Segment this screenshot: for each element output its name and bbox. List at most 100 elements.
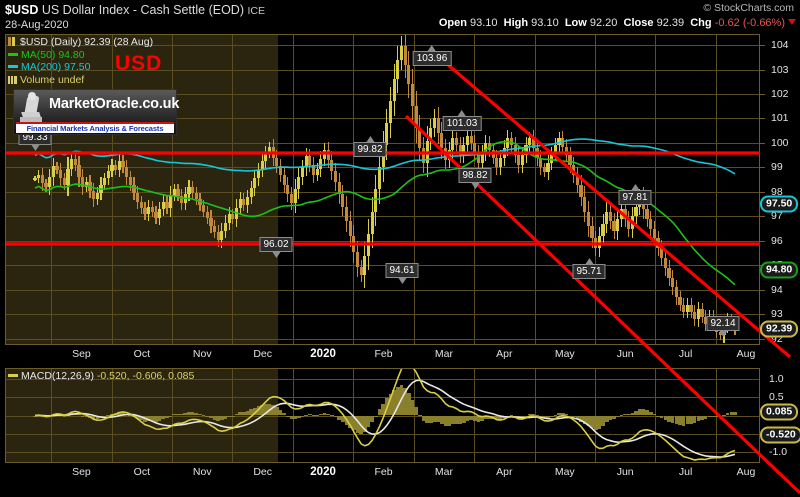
x-axis-month-label: Dec bbox=[253, 348, 272, 360]
annotation-label: 101.03 bbox=[442, 116, 482, 131]
axis-tick bbox=[760, 69, 765, 71]
gridline-v bbox=[715, 34, 717, 345]
macd-x-axis: Sep Oct Nov Dec 2020 Feb Mar Apr May Jun Jul Aug bbox=[5, 464, 760, 482]
macd-histogram-bar bbox=[374, 415, 378, 417]
symbol-description: US Dollar Index - Cash Settle (EOD) bbox=[41, 3, 244, 17]
change-label: Chg bbox=[690, 17, 712, 29]
macd-legend: MACD(12,26,9) -0.520, -0.606, 0.085 bbox=[6, 370, 196, 383]
axis-tick bbox=[760, 167, 765, 169]
candlestick bbox=[410, 69, 415, 122]
low-label: Low bbox=[564, 17, 587, 29]
macd-x-axis-month-label: Aug bbox=[736, 466, 756, 478]
annotation-label: 94.61 bbox=[385, 263, 419, 278]
annotation-label: 103.96 bbox=[412, 51, 452, 66]
chart-header: $USD US Dollar Index - Cash Settle (EOD)… bbox=[0, 0, 800, 34]
gridline-h bbox=[5, 265, 760, 267]
macd-x-axis-month-label: Dec bbox=[253, 466, 272, 478]
annotation-pointer-icon bbox=[366, 136, 374, 142]
macd-x-axis-month-label: Sep bbox=[72, 466, 91, 478]
x-axis-month-label: Sep bbox=[72, 348, 91, 360]
gridline-v bbox=[353, 34, 355, 345]
macd-x-axis-month-label: May bbox=[554, 466, 575, 478]
chart-date: 28-Aug-2020 bbox=[5, 19, 69, 31]
x-axis-month-label: Apr bbox=[496, 348, 513, 360]
axis-tick bbox=[760, 191, 765, 193]
legend-ma50-label: MA(50) 94.80 bbox=[21, 48, 85, 61]
macd-histogram-bar bbox=[524, 415, 528, 417]
annotation-label: 96.02 bbox=[259, 237, 293, 252]
badge-last-price: 92.39 bbox=[760, 320, 799, 338]
gridline-h bbox=[5, 314, 760, 316]
legend-price-label: $USD (Daily) 92.39 (28 Aug) bbox=[20, 36, 154, 48]
candlestick-icon bbox=[8, 37, 17, 46]
annotation-label: 97.81 bbox=[618, 190, 652, 205]
y-axis-tick-label: 96 bbox=[771, 234, 783, 247]
gridline-v bbox=[594, 34, 596, 345]
macd-x-axis-month-label: Mar bbox=[434, 466, 453, 478]
macd-x-axis-month-label: 2020 bbox=[310, 466, 336, 478]
y-axis-tick-label: 103 bbox=[771, 63, 789, 76]
gridline-v bbox=[534, 34, 536, 345]
annotation-pointer-icon bbox=[719, 331, 727, 337]
y-axis-tick-label: 100 bbox=[771, 136, 789, 149]
macd-x-axis-month-label: Feb bbox=[374, 466, 393, 478]
macd-histogram-bar bbox=[168, 415, 173, 417]
legend-volume-label: Volume undef bbox=[20, 73, 85, 86]
gridline-h bbox=[5, 415, 760, 417]
badge-ma200-value: 97.50 bbox=[760, 195, 799, 213]
price-annotation: 101.03 bbox=[442, 110, 482, 131]
candlestick bbox=[407, 51, 411, 98]
x-axis-month-label: 2020 bbox=[310, 348, 336, 360]
legend-ma50-row: MA(50) 94.80 bbox=[6, 49, 155, 62]
axis-tick bbox=[760, 93, 765, 95]
gridline-h bbox=[5, 45, 760, 47]
macd-legend-label: MACD(12,26,9) bbox=[21, 370, 94, 382]
annotation-pointer-icon bbox=[471, 183, 479, 189]
macd-x-axis-month-label: Jul bbox=[678, 466, 693, 478]
macd-color-swatch-icon bbox=[8, 374, 18, 377]
symbol-exchange: ICE bbox=[247, 5, 265, 17]
ma50-color-swatch-icon bbox=[8, 52, 18, 56]
x-axis-month-label: Mar bbox=[434, 348, 453, 360]
price-legend: $USD (Daily) 92.39 (28 Aug) MA(50) 94.80… bbox=[6, 36, 155, 86]
price-annotation: 92.14 bbox=[706, 316, 740, 337]
badge-macd-value: -0.520 bbox=[760, 426, 800, 443]
annotation-pointer-icon bbox=[458, 110, 466, 116]
legend-price-row: $USD (Daily) 92.39 (28 Aug) bbox=[6, 36, 155, 49]
x-axis-month-label: Nov bbox=[192, 348, 212, 360]
marketoracle-logo: MarketOracle.co.uk Financial Markets Ana… bbox=[13, 89, 180, 135]
logo-red-bar bbox=[16, 122, 174, 125]
gridline-h bbox=[5, 93, 760, 95]
candlestick bbox=[403, 34, 407, 78]
quote-bar: Open 93.10 High 93.10 Low 92.20 Close 92… bbox=[439, 17, 796, 29]
usd-watermark: USD bbox=[115, 52, 163, 75]
y-axis-tick-label: 102 bbox=[771, 87, 789, 100]
x-axis-month-label: Oct bbox=[133, 348, 150, 360]
annotation-pointer-icon bbox=[31, 145, 39, 151]
logo-site-name: MarketOracle.co.uk bbox=[49, 96, 180, 112]
axis-tick bbox=[760, 118, 765, 120]
axis-tick bbox=[760, 142, 765, 144]
annotation-pointer-icon bbox=[272, 252, 280, 258]
annotation-pointer-icon bbox=[631, 184, 639, 190]
gridline-h bbox=[5, 240, 760, 242]
y-axis-tick-label: 93 bbox=[771, 308, 783, 321]
open-label: Open bbox=[438, 17, 467, 29]
close-value: 92.39 bbox=[656, 17, 685, 29]
price-annotation: 97.81 bbox=[618, 184, 652, 205]
macd-histogram-bar bbox=[231, 415, 235, 417]
logo-tagline: Financial Markets Analysis & Forecasts bbox=[16, 124, 174, 133]
annotation-label: 99.82 bbox=[353, 142, 387, 157]
stockcharts-brand: © StockCharts.com bbox=[703, 2, 794, 14]
axis-tick bbox=[760, 338, 765, 340]
low-value: 92.20 bbox=[589, 17, 618, 29]
gridline-h bbox=[5, 69, 760, 71]
gridline-h bbox=[5, 397, 760, 399]
candlestick bbox=[388, 86, 393, 139]
macd-legend-row: MACD(12,26,9) -0.520, -0.606, 0.085 bbox=[6, 370, 196, 383]
symbol-title: $USD US Dollar Index - Cash Settle (EOD)… bbox=[5, 3, 265, 17]
macd-x-axis-month-label: Jun bbox=[616, 466, 634, 478]
axis-tick bbox=[760, 216, 765, 218]
macd-x-axis-month-label: Oct bbox=[133, 466, 150, 478]
